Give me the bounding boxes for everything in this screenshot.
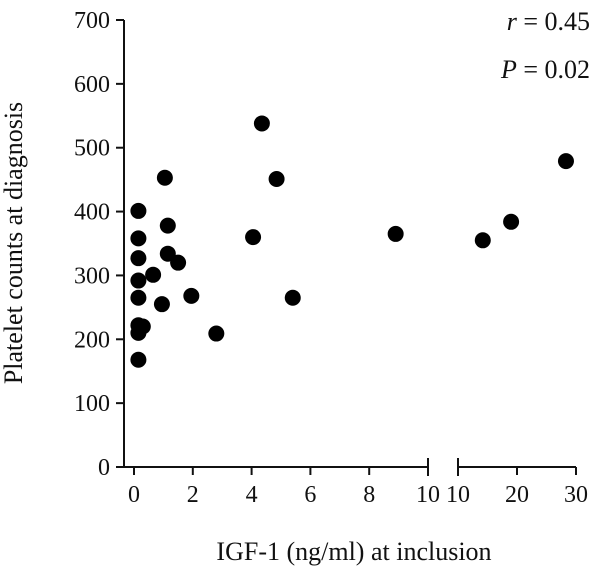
x-tick-label: 10 bbox=[416, 482, 440, 508]
x-tick-label: 0 bbox=[128, 482, 140, 508]
data-point bbox=[130, 250, 147, 267]
x-tick-label: 20 bbox=[505, 482, 529, 508]
y-tick-label: 600 bbox=[74, 72, 110, 98]
data-point bbox=[245, 229, 262, 246]
data-point bbox=[130, 289, 147, 306]
x-tick-label: 6 bbox=[304, 482, 316, 508]
data-point bbox=[130, 272, 147, 289]
y-tick-label: 200 bbox=[74, 327, 110, 353]
y-tick-label: 100 bbox=[74, 391, 110, 417]
y-tick-label: 500 bbox=[74, 136, 110, 162]
x-tick-label: 10 bbox=[446, 482, 470, 508]
data-point bbox=[183, 287, 200, 304]
y-tick-label: 300 bbox=[74, 263, 110, 289]
y-tick-label: 0 bbox=[98, 455, 110, 481]
data-point bbox=[145, 266, 162, 283]
data-point bbox=[130, 351, 147, 368]
data-point bbox=[474, 232, 491, 249]
data-point bbox=[153, 296, 170, 313]
x-tick-label: 2 bbox=[187, 482, 199, 508]
correlation-annotation: r = 0.45 bbox=[507, 7, 590, 36]
x-axis-title: IGF-1 (ng/ml) at inclusion bbox=[216, 537, 491, 566]
x-tick-label: 30 bbox=[564, 482, 588, 508]
data-point bbox=[170, 254, 187, 271]
data-point bbox=[159, 217, 176, 234]
y-axis-title: Platelet counts at diagnosis bbox=[0, 102, 28, 384]
data-point bbox=[387, 225, 404, 242]
p-value-annotation: P = 0.02 bbox=[500, 55, 590, 84]
data-point bbox=[208, 325, 225, 342]
data-point bbox=[253, 115, 270, 132]
data-point bbox=[503, 213, 520, 230]
data-point bbox=[130, 202, 147, 219]
data-point bbox=[130, 230, 147, 247]
y-tick-label: 700 bbox=[74, 8, 110, 34]
data-point bbox=[134, 318, 151, 335]
data-point bbox=[557, 153, 574, 170]
x-tick-label: 4 bbox=[246, 482, 258, 508]
data-point bbox=[284, 289, 301, 306]
data-point bbox=[268, 171, 285, 188]
x-tick-label: 8 bbox=[363, 482, 375, 508]
y-tick-label: 400 bbox=[74, 200, 110, 226]
data-point bbox=[156, 169, 173, 186]
